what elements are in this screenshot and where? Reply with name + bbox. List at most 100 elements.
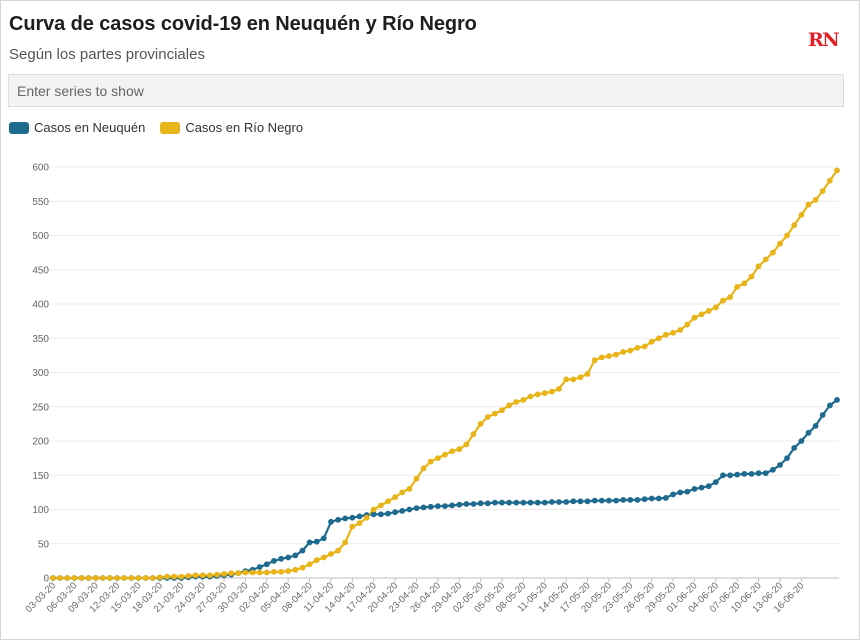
data-point-rionegro-41 <box>342 539 349 546</box>
y-tick-label-600: 600 <box>32 163 49 174</box>
data-point-neuquen-108 <box>819 412 826 418</box>
data-point-neuquen-77 <box>598 497 605 504</box>
data-point-neuquen-48 <box>392 509 398 516</box>
data-point-rionegro-52 <box>420 465 427 472</box>
legend-item-neuquen[interactable]: Casos en Neuquén <box>9 120 145 135</box>
y-tick-label-50: 50 <box>38 539 50 550</box>
data-point-rionegro-27 <box>242 569 249 576</box>
data-point-rionegro-51 <box>413 475 420 482</box>
data-point-neuquen-94 <box>720 472 726 479</box>
data-point-neuquen-33 <box>285 554 292 561</box>
data-point-rionegro-81 <box>627 347 634 354</box>
data-point-neuquen-83 <box>641 496 648 503</box>
data-point-rionegro-94 <box>720 297 726 304</box>
data-point-rionegro-10 <box>121 575 128 581</box>
data-point-rionegro-25 <box>228 570 235 577</box>
legend: Casos en Neuquén Casos en Río Negro <box>9 120 318 135</box>
data-point-rionegro-65 <box>513 399 520 405</box>
data-point-neuquen-40 <box>335 516 341 523</box>
data-point-neuquen-87 <box>670 491 676 498</box>
data-point-neuquen-42 <box>349 514 356 521</box>
data-point-neuquen-89 <box>684 488 691 495</box>
data-point-rionegro-31 <box>271 568 277 575</box>
data-point-rionegro-100 <box>762 256 769 263</box>
data-point-rionegro-77 <box>598 354 605 361</box>
data-point-neuquen-101 <box>770 466 776 473</box>
data-point-neuquen-79 <box>613 497 619 504</box>
data-point-neuquen-39 <box>328 518 334 525</box>
data-point-rionegro-28 <box>249 569 256 576</box>
data-point-rionegro-32 <box>278 568 284 575</box>
series-line-rionegro <box>53 169 838 580</box>
data-point-rionegro-64 <box>506 402 512 409</box>
y-tick-label-250: 250 <box>32 402 49 413</box>
data-point-rionegro-95 <box>727 294 733 300</box>
data-point-rionegro-71 <box>556 386 562 392</box>
data-point-rionegro-21 <box>199 572 206 579</box>
series-search-input[interactable] <box>8 74 844 107</box>
data-point-neuquen-70 <box>549 499 555 505</box>
data-point-neuquen-102 <box>777 462 783 468</box>
data-point-neuquen-78 <box>606 497 612 504</box>
data-point-rionegro-108 <box>819 188 826 194</box>
data-point-rionegro-102 <box>777 240 783 247</box>
data-point-neuquen-31 <box>271 558 277 564</box>
data-point-rionegro-47 <box>385 498 391 505</box>
data-point-neuquen-106 <box>805 429 812 436</box>
data-point-neuquen-36 <box>306 539 313 546</box>
data-point-neuquen-109 <box>827 402 833 409</box>
data-point-neuquen-53 <box>427 503 434 510</box>
data-point-neuquen-45 <box>370 511 377 518</box>
data-point-rionegro-7 <box>100 575 106 581</box>
y-tick-label-400: 400 <box>32 300 49 311</box>
y-tick-label-150: 150 <box>32 471 49 482</box>
data-point-rionegro-74 <box>577 374 584 381</box>
data-point-rionegro-18 <box>178 573 185 580</box>
data-point-rionegro-35 <box>299 564 306 571</box>
data-point-neuquen-43 <box>356 513 363 520</box>
data-point-rionegro-30 <box>263 569 270 576</box>
data-point-rionegro-105 <box>798 212 805 218</box>
data-point-neuquen-93 <box>712 479 719 485</box>
data-point-rionegro-93 <box>712 304 719 311</box>
legend-item-rionegro[interactable]: Casos en Río Negro <box>160 120 303 135</box>
data-point-rionegro-3 <box>71 575 78 581</box>
legend-swatch-neuquen <box>9 121 29 134</box>
data-point-rionegro-58 <box>463 441 470 448</box>
data-point-neuquen-69 <box>541 499 548 506</box>
chart-title: Curva de casos covid-19 en Neuquén y Río… <box>9 13 477 35</box>
data-point-neuquen-30 <box>263 561 270 568</box>
data-point-rionegro-44 <box>363 514 370 521</box>
data-point-rionegro-12 <box>135 575 142 581</box>
data-point-rionegro-59 <box>470 431 477 437</box>
data-point-rionegro-70 <box>549 388 555 395</box>
data-point-rionegro-86 <box>663 331 669 338</box>
data-point-neuquen-49 <box>399 508 406 514</box>
data-point-rionegro-96 <box>734 284 741 290</box>
rn-logo: RN <box>808 29 840 51</box>
data-point-neuquen-60 <box>477 500 484 507</box>
data-point-rionegro-55 <box>442 451 448 458</box>
data-point-rionegro-34 <box>292 566 299 573</box>
data-point-rionegro-46 <box>378 502 384 509</box>
data-point-neuquen-105 <box>798 438 805 444</box>
data-point-rionegro-78 <box>606 353 612 359</box>
data-point-neuquen-32 <box>278 555 284 562</box>
data-point-neuquen-50 <box>406 506 413 513</box>
data-point-neuquen-61 <box>484 500 491 507</box>
data-point-rionegro-54 <box>435 455 441 461</box>
data-point-rionegro-76 <box>591 357 598 364</box>
data-point-neuquen-52 <box>420 504 427 511</box>
data-point-neuquen-97 <box>741 471 748 477</box>
data-point-neuquen-75 <box>584 498 591 505</box>
data-point-neuquen-64 <box>506 499 512 506</box>
data-point-neuquen-81 <box>627 497 634 503</box>
data-point-rionegro-72 <box>563 376 570 383</box>
data-point-rionegro-33 <box>285 568 292 574</box>
data-point-rionegro-88 <box>677 327 684 333</box>
data-point-rionegro-101 <box>770 249 776 256</box>
data-point-rionegro-20 <box>192 572 199 579</box>
data-point-rionegro-69 <box>541 390 548 396</box>
data-point-neuquen-95 <box>727 472 733 479</box>
